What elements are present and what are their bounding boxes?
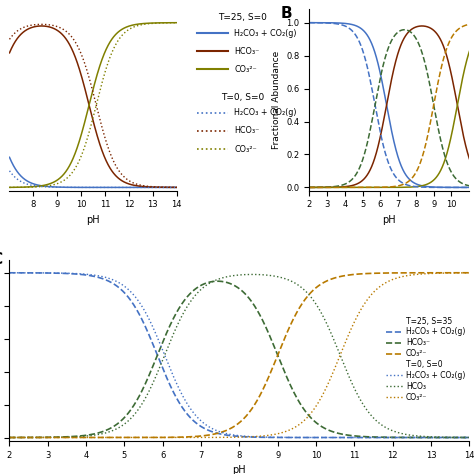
X-axis label: pH: pH	[383, 215, 396, 225]
Text: CO₃²⁻: CO₃²⁻	[234, 145, 257, 154]
Text: T=0, S=0: T=0, S=0	[221, 93, 264, 102]
X-axis label: pH: pH	[233, 465, 246, 474]
Text: T=25, S=0: T=25, S=0	[219, 13, 267, 22]
Text: HCO₃⁻: HCO₃⁻	[234, 127, 260, 136]
Text: CO₃²⁻: CO₃²⁻	[234, 65, 257, 74]
Text: C: C	[0, 252, 2, 267]
Text: H₂CO₃ + CO₂(g): H₂CO₃ + CO₂(g)	[234, 108, 297, 117]
Text: HCO₃⁻: HCO₃⁻	[234, 46, 260, 55]
Text: B: B	[281, 6, 292, 21]
Legend: T=25, S=35, H₂CO₃ + CO₂(g), HCO₃⁻, CO₃²⁻, T=0, S=0, H₂CO₃ + CO₂(g), HCO₃, CO₃²⁻: T=25, S=35, H₂CO₃ + CO₂(g), HCO₃⁻, CO₃²⁻…	[386, 317, 465, 402]
Y-axis label: Fractional Abundance: Fractional Abundance	[272, 51, 281, 149]
X-axis label: pH: pH	[86, 215, 100, 225]
Text: H₂CO₃ + CO₂(g): H₂CO₃ + CO₂(g)	[234, 28, 297, 37]
